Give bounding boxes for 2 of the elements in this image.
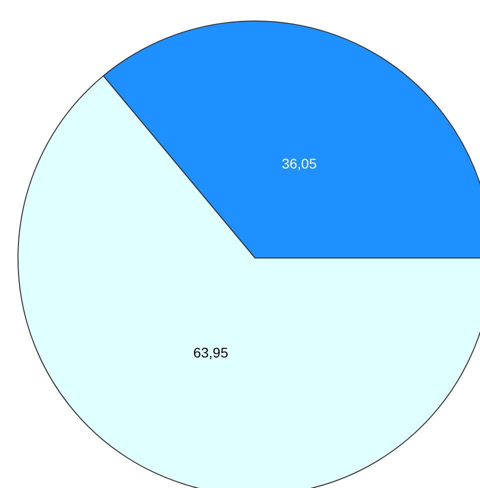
data-label: 36,05 — [282, 156, 317, 172]
data-label: 63,95 — [193, 344, 228, 360]
